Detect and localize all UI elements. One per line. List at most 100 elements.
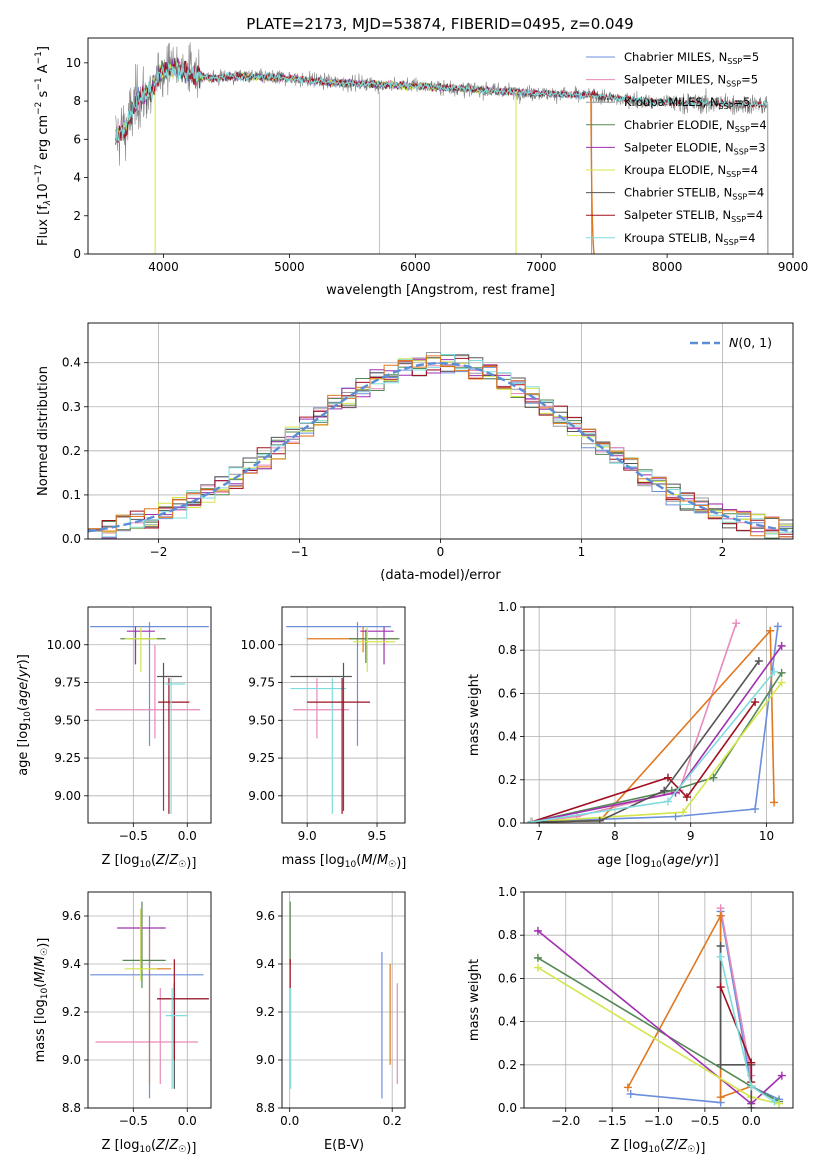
weight-marker-CM	[751, 804, 760, 813]
label-part: −1	[34, 51, 44, 64]
legend-sub: SSP	[734, 147, 749, 156]
legend-text: Salpeter ELODIE, N	[624, 140, 734, 154]
label-part: s	[36, 90, 51, 101]
label-part: ]	[36, 46, 51, 51]
y-tick-label: 9.2	[256, 1005, 275, 1019]
label-part: Z	[664, 1138, 675, 1153]
axes-frame	[281, 606, 406, 824]
weight-marker-KS	[747, 1082, 756, 1091]
label-part: −2	[34, 102, 44, 115]
x-tick-label: 0.0	[280, 1114, 299, 1128]
x-tick-label: −1.0	[644, 1114, 673, 1128]
weight-marker-orange	[716, 911, 725, 920]
y-tick-label: 10	[66, 56, 81, 70]
label-part: 10	[648, 1145, 660, 1155]
x-tick-label: 0.2	[383, 1114, 402, 1128]
y-tick-label: 8.8	[62, 1101, 81, 1115]
label-part: Z [log	[611, 1138, 649, 1153]
x-axis-label: (data-model)/error	[380, 568, 501, 583]
label-part: )]	[186, 1141, 196, 1156]
weight-marker-CS	[716, 942, 725, 950]
label-part: age [log	[16, 723, 31, 776]
label-part: )]	[695, 1141, 705, 1156]
label-part: Z	[155, 853, 166, 868]
weight-marker-SS	[716, 983, 725, 992]
legend-sub: SSP	[724, 238, 739, 247]
x-tick-label: −1.5	[598, 1114, 627, 1128]
y-tick-label: 9.75	[248, 676, 275, 690]
weight-marker-CS	[595, 816, 604, 823]
axes-frame	[87, 606, 212, 824]
weight-marker-CM	[671, 812, 680, 821]
legend-entry-KE: Kroupa ELODIE, NSSP=4	[624, 163, 758, 179]
y-tick-label: 0.4	[62, 356, 81, 370]
legend-text: Kroupa ELODIE, N	[624, 163, 726, 177]
y-tick-label: 0	[73, 247, 81, 261]
weight-marker-KS	[663, 797, 672, 806]
x-tick-label: 7	[535, 829, 543, 843]
label-part: A	[36, 64, 51, 77]
legend-sub: SSP	[735, 125, 750, 134]
legend-entry-KM: Kroupa MILES, NSSP=5	[624, 95, 750, 111]
legend-text: Chabrier STELIB, N	[624, 186, 732, 200]
y-tick-label: 0.2	[498, 1058, 517, 1072]
label-part: 10	[650, 860, 662, 870]
label-part: Z	[155, 1138, 166, 1153]
weight-marker-CE	[709, 773, 718, 782]
label-part: 10	[40, 987, 50, 999]
legend-text: Salpeter STELIB, N	[624, 208, 731, 222]
legend-sub: SSP	[732, 193, 747, 202]
axes-frame	[87, 891, 212, 1109]
legend-text: Chabrier MILES, N	[624, 50, 727, 64]
y-tick-label: 9.0	[62, 1053, 81, 1067]
data-layer	[115, 42, 769, 254]
y-axis-label: mass [log10(M/M☉)]	[33, 938, 51, 1063]
weight-marker-KS	[770, 1097, 779, 1106]
y-tick-label: 9.4	[256, 957, 275, 971]
x-tick-label: −0.5	[119, 1114, 148, 1128]
legend-entry-SM: Salpeter MILES, NSSP=5	[624, 73, 758, 89]
weight-marker-KE	[777, 678, 786, 687]
label-part: /	[373, 853, 378, 868]
x-tick-label: 0.0	[178, 829, 197, 843]
data-layer	[527, 619, 786, 823]
legend-entry-CE: Chabrier ELODIE, NSSP=4	[624, 118, 767, 134]
legend-text: (0, 1)	[738, 335, 772, 350]
x-axis-label: Z [log10(Z/Z☉)]	[611, 1138, 706, 1156]
y-tick-label: 9.2	[62, 1005, 81, 1019]
label-part: /	[674, 1138, 679, 1153]
weight-marker-SE	[533, 926, 542, 935]
legend-sub: SSP	[731, 215, 746, 224]
weight-line-SS	[531, 701, 756, 823]
axes-frame	[87, 37, 794, 255]
x-tick-label: 9	[687, 829, 695, 843]
x-tick-label: 0.0	[742, 1114, 761, 1128]
x-tick-label: 8	[611, 829, 619, 843]
label-part: Z	[677, 1138, 688, 1153]
x-tick-label: −2	[150, 545, 168, 559]
label-part: (	[16, 706, 31, 711]
label-part: M	[33, 971, 48, 982]
x-tick-label: 0.0	[178, 1114, 197, 1128]
weight-marker-orange	[770, 798, 779, 807]
legend-n: =4	[750, 118, 767, 132]
y-tick-label: 9.4	[62, 957, 81, 971]
axes-frame	[87, 322, 794, 540]
legend-n: =5	[734, 95, 751, 109]
y-tick-label: 8.8	[256, 1101, 275, 1115]
legend-entry-CM: Chabrier MILES, NSSP=5	[624, 50, 759, 66]
data-layer	[289, 901, 398, 1099]
weight-marker-SM	[732, 619, 741, 628]
weight_vs_Z-panel: −2.0 −1.5 −1.0 −0.5 0.0 0.0 0.2 0.4 0.6 0.8 1.0 mas…	[467, 885, 794, 1156]
legend-text: Chabrier ELODIE, N	[624, 118, 735, 132]
x-tick-label: 6000	[400, 260, 431, 274]
weight-marker-SS	[751, 698, 760, 707]
data-layer	[533, 904, 786, 1108]
x-tick-label: 7000	[526, 260, 557, 274]
legend-text: N	[729, 335, 739, 350]
label-part: 10	[23, 711, 33, 723]
label-part: −1	[34, 77, 44, 90]
y-tick-label: 9.50	[54, 713, 81, 727]
